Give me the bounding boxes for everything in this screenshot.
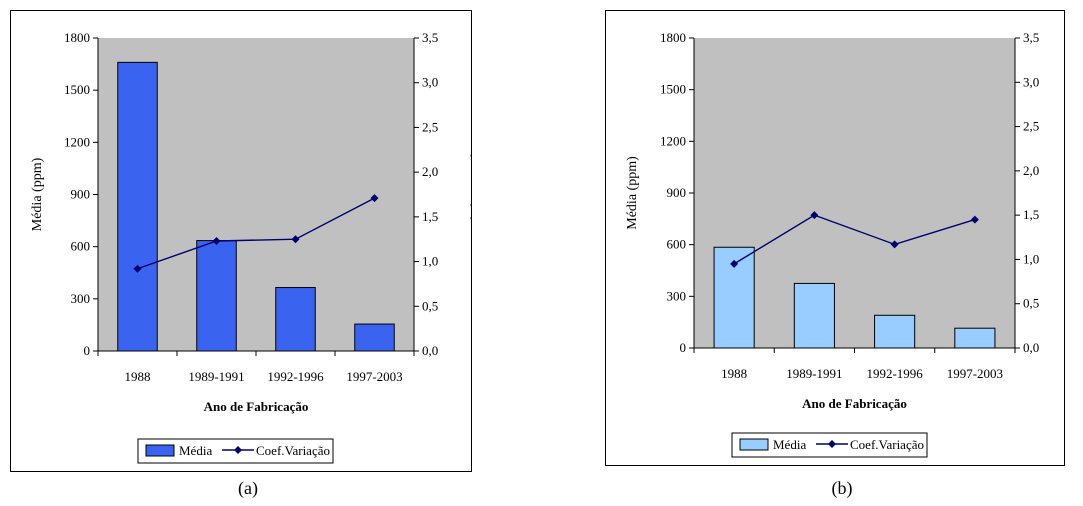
- x-axis-title: Ano de Fabricação: [204, 399, 309, 414]
- bar-media: [117, 61, 158, 352]
- bar-media: [196, 240, 237, 352]
- y-tick-label: 0: [84, 343, 91, 358]
- y2-tick-label: 2,0: [422, 164, 438, 179]
- legend-label-coef: Coef.Variação: [850, 437, 924, 452]
- chart-panel-b: 0 300 600 900 1200 1500 1800 0,0 0,5 1,0 1,5 2,0 2,5…: [605, 10, 1083, 466]
- legend-swatch-media: [739, 438, 769, 451]
- y-tick-label: 600: [667, 237, 687, 252]
- bar-media: [354, 323, 395, 352]
- chart-panel-a: 0 300 600 900 1200 1500 1800 0,0 0,5 1,0 1,5 2,0 2,5…: [10, 10, 484, 472]
- y2-tick-label: 3,5: [422, 30, 438, 45]
- x-tick-label: 1997-2003: [346, 369, 402, 384]
- y-tick-label: 1500: [660, 82, 686, 97]
- point-coef-variacao: [291, 235, 300, 244]
- y2-tick-label: 0,0: [422, 343, 438, 358]
- x-tick-label: 1989-1991: [786, 366, 842, 381]
- x-tick-label: 1989-1991: [188, 369, 244, 384]
- y2-tick-label: 3,0: [1023, 74, 1039, 89]
- y2-tick-label: 2,5: [422, 119, 438, 134]
- legend-swatch-media: [145, 444, 175, 457]
- y2-tick-label: 2,0: [1023, 163, 1039, 178]
- point-coef-variacao: [212, 237, 221, 246]
- chart-svg: 0 300 600 900 1200 1500 1800 0,0 0,5 1,0 1,5 2,0 2,5…: [605, 10, 1083, 466]
- bar-media: [793, 282, 835, 349]
- line-coef-variacao: [733, 214, 976, 265]
- y-tick-label: 0: [680, 340, 687, 355]
- y2-tick-label: 1,5: [422, 209, 438, 224]
- y-axis-title: Média (ppm): [30, 157, 45, 231]
- y-tick-label: 1500: [64, 82, 90, 97]
- y2-tick-label: 1,0: [1023, 251, 1039, 266]
- x-axis-title: Ano de Fabricação: [802, 396, 907, 411]
- x-tick-label: 1988: [125, 369, 151, 384]
- bar-media: [954, 327, 996, 349]
- x-tick-label: 1992-1996: [267, 369, 324, 384]
- legend-label-media: Média: [773, 437, 806, 452]
- y-axis-title: Média (ppm): [625, 156, 640, 230]
- line-coef-variacao: [137, 197, 375, 270]
- legend-marker-coef: [828, 440, 836, 448]
- y-tick-label: 300: [667, 288, 687, 303]
- y-tick-label: 900: [667, 185, 687, 200]
- legend: Média Coef.Variação: [731, 432, 928, 458]
- point-coef-variacao: [730, 259, 739, 268]
- y2-tick-label: 0,5: [422, 298, 438, 313]
- y-tick-label: 300: [71, 291, 91, 306]
- y2-tick-label: 3,5: [1023, 30, 1039, 45]
- y-tick-label: 1800: [660, 30, 686, 45]
- y-tick-label: 1200: [64, 134, 90, 149]
- legend-label-media: Média: [179, 443, 212, 458]
- y2-tick-label: 0,5: [1023, 296, 1039, 311]
- chart-svg: 0 300 600 900 1200 1500 1800 0,0 0,5 1,0 1,5 2,0 2,5…: [10, 10, 484, 472]
- caption-b: (b): [831, 478, 853, 498]
- y-tick-label: 1200: [660, 133, 686, 148]
- y2-tick-label: 0,0: [1023, 340, 1039, 355]
- y2-tick-label: 3,0: [422, 75, 438, 90]
- bar-media: [874, 314, 916, 349]
- x-tick-label: 1992-1996: [866, 366, 923, 381]
- caption-a: (a): [238, 478, 258, 498]
- point-coef-variacao: [370, 194, 379, 203]
- y2-tick-label: 2,5: [1023, 119, 1039, 134]
- legend-marker-coef: [234, 446, 242, 454]
- x-tick-label: 1988: [721, 366, 747, 381]
- point-coef-variacao: [890, 240, 899, 249]
- legend: Média Coef.Variação: [137, 438, 334, 464]
- bar-media: [275, 287, 316, 352]
- point-coef-variacao: [810, 211, 819, 220]
- legend-label-coef: Coef.Variação: [256, 443, 330, 458]
- x-tick-label: 1997-2003: [947, 366, 1003, 381]
- y-tick-label: 600: [71, 239, 91, 254]
- point-coef-variacao: [970, 215, 979, 224]
- y2-axis-title: Coef. de Variação: [469, 145, 472, 245]
- point-coef-variacao: [133, 264, 142, 273]
- y-tick-label: 900: [71, 187, 91, 202]
- y2-tick-label: 1,0: [422, 254, 438, 269]
- y2-tick-label: 1,5: [1023, 207, 1039, 222]
- y-tick-label: 1800: [64, 30, 90, 45]
